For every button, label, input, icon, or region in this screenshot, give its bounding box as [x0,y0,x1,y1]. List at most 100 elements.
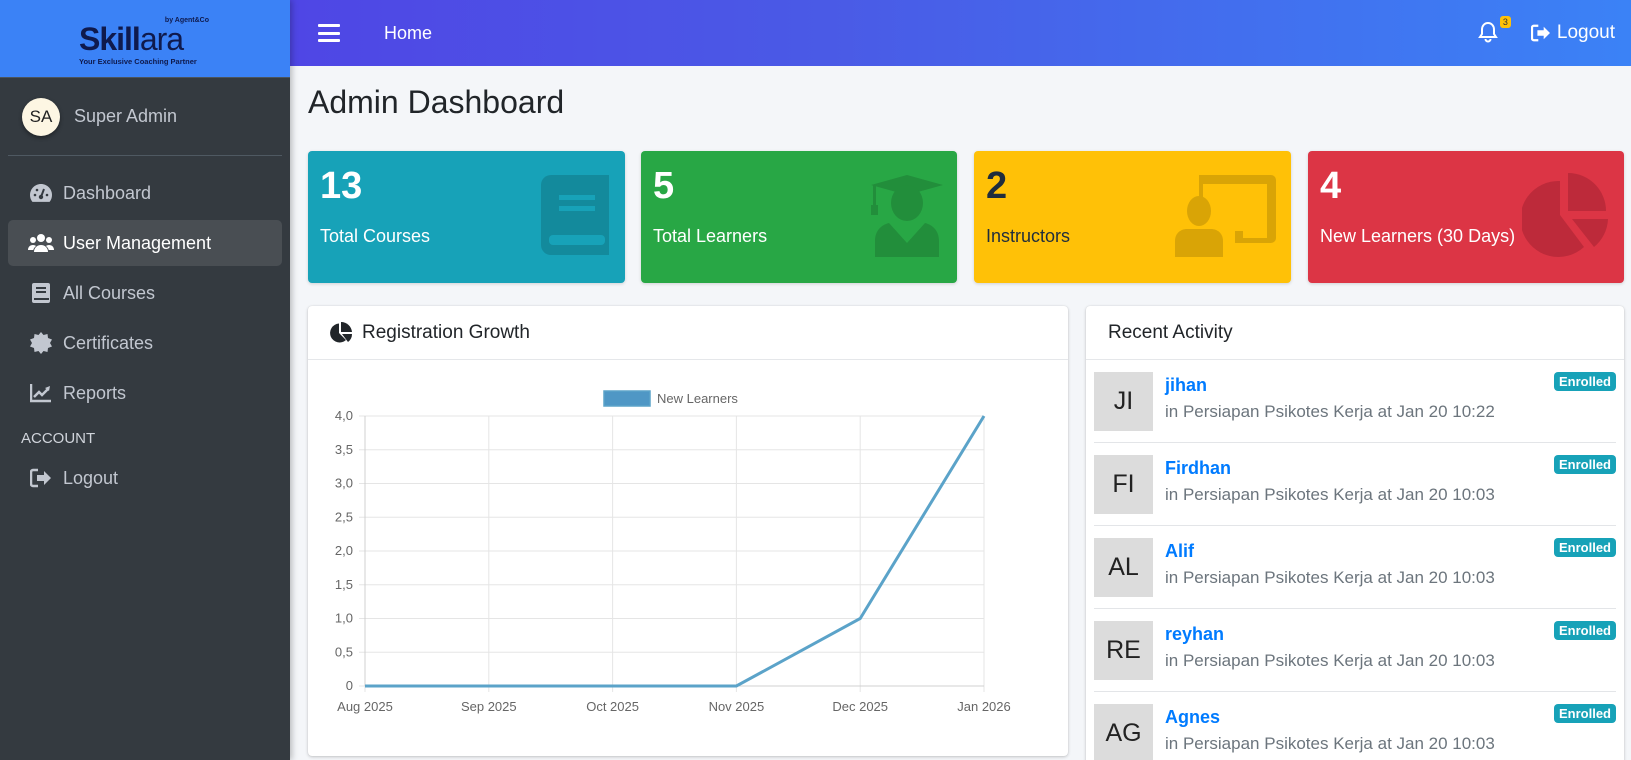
activity-list: JI jihan in Persiapan Psikotes Kerja at J… [1086,360,1624,760]
chalkboard-teacher-icon [1175,175,1276,257]
svg-text:New Learners: New Learners [657,391,738,406]
status-badge: Enrolled [1553,621,1616,640]
svg-text:3,5: 3,5 [335,442,353,457]
navbar-right: 3 Logout [1477,16,1615,45]
sidebar-nav: Dashboard User Management All Courses Ce… [0,156,290,501]
line-chart[interactable]: 0 0,5 1,0 1,5 2,0 2,5 3,0 3,5 4,0 Aug 2025 Sep 202… [308,360,1068,756]
learner-link[interactable]: Firdhan [1165,457,1231,478]
avatar: JI [1094,371,1153,431]
stat-label: Total Courses [320,226,431,246]
book-icon [28,282,54,304]
sidebar: by Agent&Co Skillara Your Exclusive Coac… [0,0,290,760]
stat-label: Instructors [986,226,1071,246]
status-badge: Enrolled [1553,372,1616,391]
chart-line-icon [28,382,54,404]
sign-out-icon [1530,24,1550,42]
card-title: Recent Activity [1108,321,1233,343]
user-graduate-icon [871,175,943,257]
svg-text:3,0: 3,0 [335,476,353,491]
logo-name-bold: Skill [79,20,141,57]
list-item: AG Agnes in Persiapan Psikotes Kerja at J… [1094,692,1616,760]
list-item: RE reyhan in Persiapan Psikotes Kerja at … [1094,609,1616,692]
stat-card-total-courses[interactable]: 13 Total Courses [308,151,625,283]
logout-label: Logout [1556,22,1615,43]
svg-text:Aug 2025: Aug 2025 [337,699,393,714]
top-navbar: Home 3 Logout [290,0,1631,66]
notification-badge: 3 [1499,16,1511,28]
avatar: AG [1094,703,1153,760]
user-panel[interactable]: SA Super Admin [8,78,282,156]
stat-value: 13 [320,165,363,207]
notifications-button[interactable]: 3 [1477,16,1511,45]
user-name: Super Admin [74,106,178,126]
svg-text:1,0: 1,0 [335,611,353,626]
logo-name-light: ara [139,20,184,57]
activity-description: in Persiapan Psikotes Kerja at Jan 20 10… [1165,567,1495,587]
stat-card-new-learners[interactable]: 4 New Learners (30 Days) [1308,151,1624,283]
users-icon [28,232,54,254]
brand-logo[interactable]: by Agent&Co Skillara Your Exclusive Coac… [0,0,290,78]
list-item: JI jihan in Persiapan Psikotes Kerja at J… [1094,360,1616,443]
sidebar-header-account: ACCOUNT [21,430,96,447]
learner-link[interactable]: Agnes [1165,706,1221,727]
learner-link[interactable]: reyhan [1165,623,1225,644]
stat-label: Total Learners [653,226,768,246]
menu-toggle-icon[interactable] [318,24,340,42]
svg-text:4,0: 4,0 [335,408,353,423]
sidebar-item-label: Dashboard [63,182,152,203]
logo-name: Skillara [79,20,184,57]
svg-text:1,5: 1,5 [335,577,353,592]
recent-activity-card: Recent Activity JI jihan in Persiapan Psi… [1086,306,1624,760]
svg-text:Sep 2025: Sep 2025 [461,699,517,714]
sidebar-item-dashboard[interactable]: Dashboard [8,170,282,216]
bell-icon [1478,21,1498,43]
avatar: RE [1094,620,1153,680]
logo-tagline: Your Exclusive Coaching Partner [79,56,197,66]
activity-description: in Persiapan Psikotes Kerja at Jan 20 10… [1165,484,1495,504]
avatar: SA [22,97,60,136]
stat-label: New Learners (30 Days) [1320,226,1516,246]
card-header: Recent Activity [1086,306,1624,360]
stat-card-total-learners[interactable]: 5 Total Learners [641,151,957,283]
home-link[interactable]: Home [384,22,433,43]
sidebar-item-logout[interactable]: Logout [8,455,282,501]
sidebar-item-certificates[interactable]: Certificates [8,320,282,366]
sidebar-item-all-courses[interactable]: All Courses [8,270,282,316]
certificate-icon [28,332,54,354]
svg-text:0: 0 [346,678,353,693]
sidebar-item-label: User Management [63,232,212,253]
learner-link[interactable]: Alif [1165,540,1194,561]
activity-description: in Persiapan Psikotes Kerja at Jan 20 10… [1165,733,1495,753]
svg-text:Oct 2025: Oct 2025 [586,699,639,714]
sidebar-item-label: All Courses [63,282,156,303]
status-badge: Enrolled [1553,455,1616,474]
sign-out-icon [28,467,54,489]
registration-growth-card: Registration Growth 0 0,5 1,0 1,5 2,0 2,5 3,0 3… [308,306,1068,756]
main-content: Admin Dashboard 13 Total Courses 5 Total… [290,66,1631,760]
logo: by Agent&Co Skillara Your Exclusive Coac… [75,11,215,67]
learner-link[interactable]: jihan [1165,374,1208,395]
stat-value: 5 [653,165,675,207]
activity-description: in Persiapan Psikotes Kerja at Jan 20 10… [1165,650,1495,670]
svg-text:0,5: 0,5 [335,644,353,659]
status-badge: Enrolled [1553,704,1616,723]
sidebar-item-reports[interactable]: Reports [8,370,282,416]
logout-button[interactable]: Logout [1530,22,1615,44]
svg-text:Nov 2025: Nov 2025 [709,699,765,714]
card-header: Registration Growth [308,306,1068,360]
sidebar-item-label: Certificates [63,332,154,353]
sidebar-item-user-management[interactable]: User Management [8,220,282,266]
logo-byline: by Agent&Co [164,16,209,24]
page-title: Admin Dashboard [308,84,565,120]
status-badge: Enrolled [1553,538,1616,557]
stat-card-instructors[interactable]: 2 Instructors [974,151,1291,283]
sidebar-item-label: Reports [63,382,127,403]
svg-text:2,5: 2,5 [335,509,353,524]
chart-canvas: 0 0,5 1,0 1,5 2,0 2,5 3,0 3,5 4,0 Aug 2025 Sep 202… [335,390,1011,714]
chart-pie-icon [330,321,352,342]
activity-description: in Persiapan Psikotes Kerja at Jan 20 10… [1165,401,1495,421]
sidebar-item-label: Logout [63,467,119,488]
avatar: AL [1094,537,1153,597]
svg-text:Dec 2025: Dec 2025 [832,699,888,714]
list-item: AL Alif in Persiapan Psikotes Kerja at Ja… [1094,526,1616,609]
